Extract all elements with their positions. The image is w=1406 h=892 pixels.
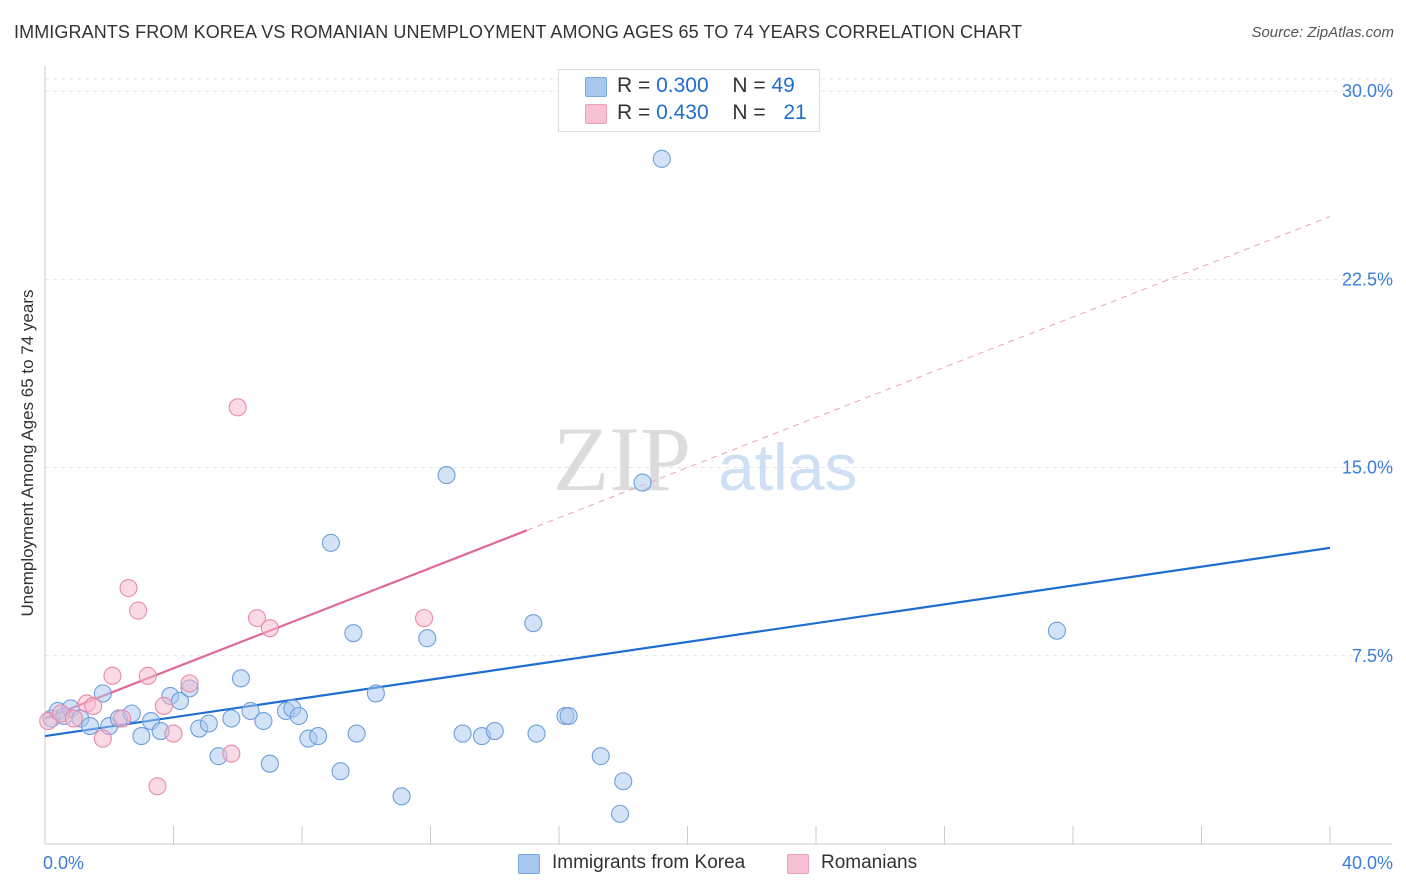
point-korea-30: [331, 762, 350, 781]
point-korea-31: [344, 624, 363, 643]
source-label: Source: ZipAtlas.com: [1251, 24, 1394, 41]
point-korea-49: [1047, 621, 1066, 640]
legend-r-label: R =: [617, 74, 651, 97]
point-romanian-2: [64, 709, 83, 728]
trend-line-korea: [44, 546, 1331, 738]
point-romanian-17: [247, 609, 267, 628]
y-tick-label-0: 7.5%: [1352, 646, 1393, 666]
bottom-legend-swatch-korea: [518, 854, 540, 874]
bottom-legend-label-korea: Immigrants from Korea: [552, 852, 746, 873]
legend-n-label: N =: [732, 74, 766, 97]
trend-lines: [44, 216, 1331, 738]
point-korea-20: [231, 669, 251, 688]
point-korea-23: [260, 754, 279, 773]
legend-swatch-romanians: [585, 104, 607, 124]
y-tick-label-3: 30.0%: [1342, 81, 1393, 101]
point-romanian-5: [93, 729, 112, 748]
point-korea-39: [485, 722, 504, 741]
y-tick-label-2: 22.5%: [1342, 269, 1393, 289]
bottom-legend-label-romanians: Romanians: [821, 852, 918, 873]
point-korea-21: [241, 701, 260, 721]
point-korea-46: [614, 772, 633, 791]
point-romanian-6: [103, 666, 122, 685]
watermark: ZIP atlas: [553, 408, 857, 510]
point-korea-26: [289, 706, 308, 726]
watermark-zip: ZIP: [553, 408, 691, 510]
point-korea-10: [132, 727, 151, 746]
bottom-legend-swatch-romanians: [787, 854, 809, 874]
point-korea-19: [222, 709, 241, 728]
point-korea-14: [170, 691, 189, 710]
legend-r-value-korea: 0.300: [656, 74, 709, 97]
legend-r-value-romanians: 0.430: [656, 101, 709, 124]
point-romanian-14: [180, 674, 199, 693]
legend-n-value-korea: 49: [771, 74, 795, 97]
point-romanian-15: [222, 744, 241, 763]
point-korea-37: [453, 724, 472, 743]
y-axis-label: Unemployment Among Ages 65 to 74 years: [18, 289, 37, 617]
point-korea-22: [254, 711, 273, 731]
point-korea-29: [321, 533, 340, 552]
point-romanian-18: [260, 619, 279, 638]
watermark-atlas: atlas: [718, 430, 857, 504]
tick-labels: 7.5% 15.0% 22.5% 30.0% 0.0% 40.0%: [43, 81, 1393, 873]
point-romanian-16: [228, 398, 247, 417]
point-romanian-12: [154, 696, 173, 716]
point-korea-32: [347, 724, 366, 743]
point-romanian-19: [415, 609, 434, 628]
point-korea-40: [524, 614, 543, 633]
y-tick-label-1: 15.0%: [1342, 458, 1393, 478]
point-romanian-7: [113, 709, 132, 728]
point-romanian-10: [138, 666, 157, 685]
point-korea-17: [199, 714, 218, 733]
trend-line-romanians-extension: [526, 216, 1331, 531]
point-korea-43: [559, 706, 578, 726]
stats-legend: R = 0.300 N = 49 R = 0.430 N = 21: [558, 69, 820, 132]
data-points: [39, 149, 1066, 823]
point-romanian-13: [164, 724, 183, 743]
point-korea-35: [418, 629, 437, 648]
point-korea-28: [309, 727, 328, 746]
x-tick-label-left: 0.0%: [43, 853, 84, 873]
legend-n-label: N =: [732, 101, 766, 124]
legend-r-label: R =: [617, 101, 651, 124]
legend-swatch-korea: [585, 77, 607, 97]
legend-n-value-romanians: 21: [783, 101, 807, 124]
point-korea-44: [591, 747, 610, 766]
point-korea-34: [392, 787, 411, 806]
x-tick-label-right: 40.0%: [1342, 853, 1393, 873]
point-romanian-8: [119, 578, 138, 598]
trend-line-romanians: [44, 529, 528, 720]
point-korea-48: [652, 149, 671, 168]
point-korea-33: [366, 684, 385, 703]
point-korea-41: [527, 724, 546, 743]
chart-title: IMMIGRANTS FROM KOREA VS ROMANIAN UNEMPL…: [14, 22, 1023, 42]
point-korea-5: [80, 716, 100, 736]
point-romanian-9: [129, 601, 148, 620]
point-romanian-11: [148, 777, 167, 796]
point-korea-6: [93, 684, 112, 703]
point-korea-45: [610, 804, 630, 823]
point-korea-47: [633, 473, 652, 492]
point-romanian-4: [84, 696, 103, 716]
point-korea-36: [437, 466, 456, 485]
